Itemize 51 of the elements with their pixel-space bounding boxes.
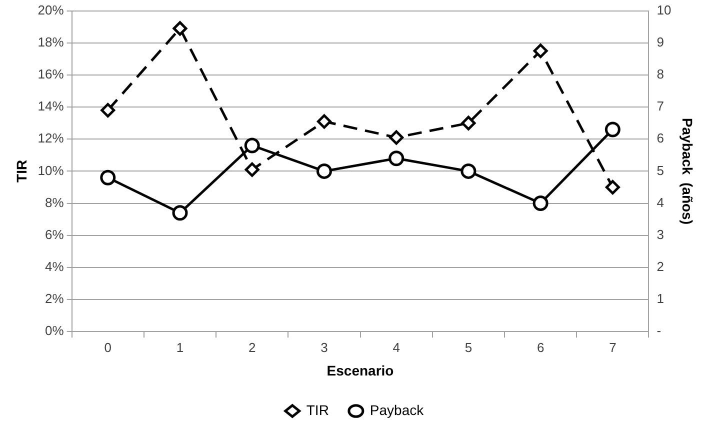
y-tick-label: 6% [45,226,64,242]
x-axis-title: Escenario [326,362,394,378]
x-tick-label: 3 [320,340,328,355]
point [389,130,404,145]
point [316,114,332,129]
y2-tick-label: 3 [656,226,664,242]
y-tick-label: 12% [38,130,64,146]
y2-tick-label: 6 [656,130,664,146]
legend-label: Payback [370,402,425,418]
legend-label: TIR [306,402,329,418]
point [460,163,476,179]
point [100,103,116,118]
y2-axis-title: Payback (años) [680,118,696,225]
point [100,170,116,186]
y2-tick-label: 4 [656,194,664,210]
point [244,162,260,177]
x-tick-label: 2 [248,340,256,355]
y2-tick-label: 1 [656,291,664,306]
y2-tick-label: - [656,323,662,338]
y-tick-label: 8% [45,194,64,210]
y-tick-label: 10% [38,162,64,178]
point [172,21,188,36]
y2-tick-label: 7 [656,98,664,114]
y2-tick-label: 2 [656,259,664,274]
point [172,205,188,221]
y-tick-label: 20% [38,2,64,18]
y2-tick-label: 8 [656,66,664,82]
y-tick-label: 14% [38,98,64,114]
x-tick-label: 6 [536,340,544,355]
y-tick-label: 2% [45,291,64,306]
y-tick-label: 0% [45,323,64,338]
y-tick-label: 4% [45,259,64,274]
y2-tick-label: 10 [656,2,672,18]
point [461,116,476,130]
point [388,150,404,166]
y-tick-label: 18% [38,34,64,50]
point [605,180,620,194]
x-tick-label: 4 [392,340,400,355]
point [604,122,620,138]
x-tick-label: 7 [609,340,616,355]
x-tick-label: 5 [464,340,472,355]
y2-tick-label: 5 [656,162,664,178]
point [533,44,548,58]
y-axis-title: TIR [13,160,30,182]
x-tick-label: 0 [104,340,112,355]
point [532,196,548,212]
y-tick-label: 16% [38,66,64,82]
point [316,163,332,179]
x-tick-label: 1 [176,340,184,355]
point [244,138,260,154]
y2-tick-label: 9 [656,34,664,50]
